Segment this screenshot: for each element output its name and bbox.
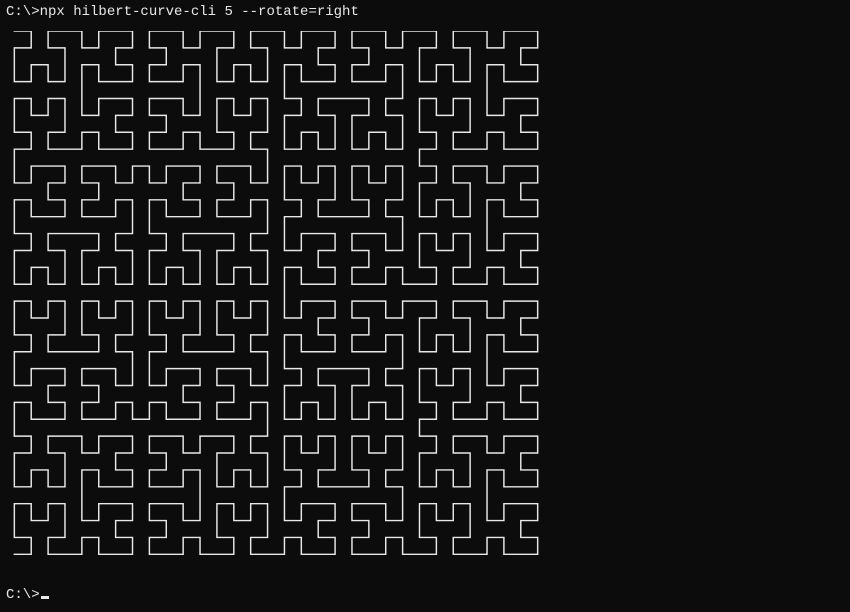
terminal-window[interactable]: C:\>npx hilbert-curve-cli 5 --rotate=rig… xyxy=(0,0,850,612)
hilbert-path xyxy=(14,31,537,554)
hilbert-output xyxy=(6,31,844,571)
command-text: npx hilbert-curve-cli 5 --rotate=right xyxy=(40,4,359,20)
cursor xyxy=(41,596,49,599)
prompt-line-bottom: C:\> xyxy=(6,587,49,604)
command-line: C:\>npx hilbert-curve-cli 5 --rotate=rig… xyxy=(6,4,844,21)
prompt: C:\> xyxy=(6,4,40,20)
hilbert-curve-svg xyxy=(6,31,546,571)
prompt-bottom: C:\> xyxy=(6,587,40,603)
